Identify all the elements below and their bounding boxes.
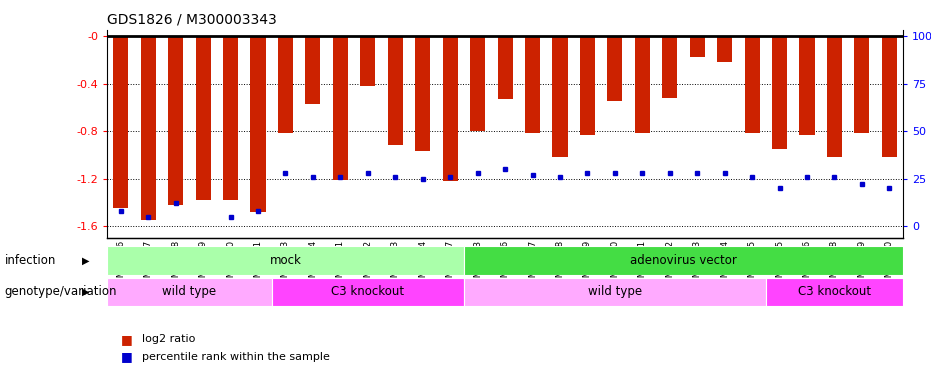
Text: wild type: wild type: [587, 285, 641, 298]
Text: adenovirus vector: adenovirus vector: [630, 254, 737, 267]
Bar: [552, 36, 568, 157]
Text: GDS1826 / M300003343: GDS1826 / M300003343: [107, 12, 277, 26]
Text: genotype/variation: genotype/variation: [5, 285, 117, 298]
Bar: [717, 36, 732, 62]
Bar: [690, 36, 705, 57]
Text: C3 knockout: C3 knockout: [331, 285, 404, 298]
Text: percentile rank within the sample: percentile rank within the sample: [142, 352, 330, 362]
Bar: [470, 36, 485, 131]
Text: ▶: ▶: [82, 286, 89, 297]
Bar: [800, 36, 815, 135]
Bar: [415, 36, 430, 151]
Bar: [464, 246, 903, 274]
Text: mock: mock: [270, 254, 302, 267]
Bar: [580, 36, 595, 135]
Bar: [827, 36, 842, 157]
Bar: [169, 36, 183, 205]
Bar: [196, 36, 210, 200]
Bar: [141, 36, 155, 220]
Bar: [332, 36, 348, 180]
Text: infection: infection: [5, 254, 56, 267]
Bar: [855, 36, 870, 134]
Text: log2 ratio: log2 ratio: [142, 334, 195, 344]
Text: ▶: ▶: [82, 255, 89, 266]
Bar: [272, 278, 464, 306]
Bar: [766, 278, 903, 306]
Bar: [607, 36, 623, 101]
Bar: [278, 36, 293, 134]
Text: C3 knockout: C3 knockout: [798, 285, 871, 298]
Bar: [497, 36, 513, 99]
Bar: [107, 278, 272, 306]
Text: ■: ■: [121, 333, 133, 346]
Text: ■: ■: [121, 351, 133, 363]
Bar: [387, 36, 403, 146]
Text: wild type: wild type: [162, 285, 217, 298]
Bar: [635, 36, 650, 134]
Bar: [223, 36, 238, 200]
Bar: [464, 278, 766, 306]
Bar: [250, 36, 265, 212]
Bar: [882, 36, 897, 157]
Bar: [114, 36, 128, 209]
Bar: [662, 36, 678, 98]
Bar: [305, 36, 320, 104]
Bar: [525, 36, 540, 134]
Bar: [107, 246, 464, 274]
Bar: [442, 36, 458, 181]
Bar: [772, 36, 787, 149]
Bar: [745, 36, 760, 134]
Bar: [360, 36, 375, 86]
